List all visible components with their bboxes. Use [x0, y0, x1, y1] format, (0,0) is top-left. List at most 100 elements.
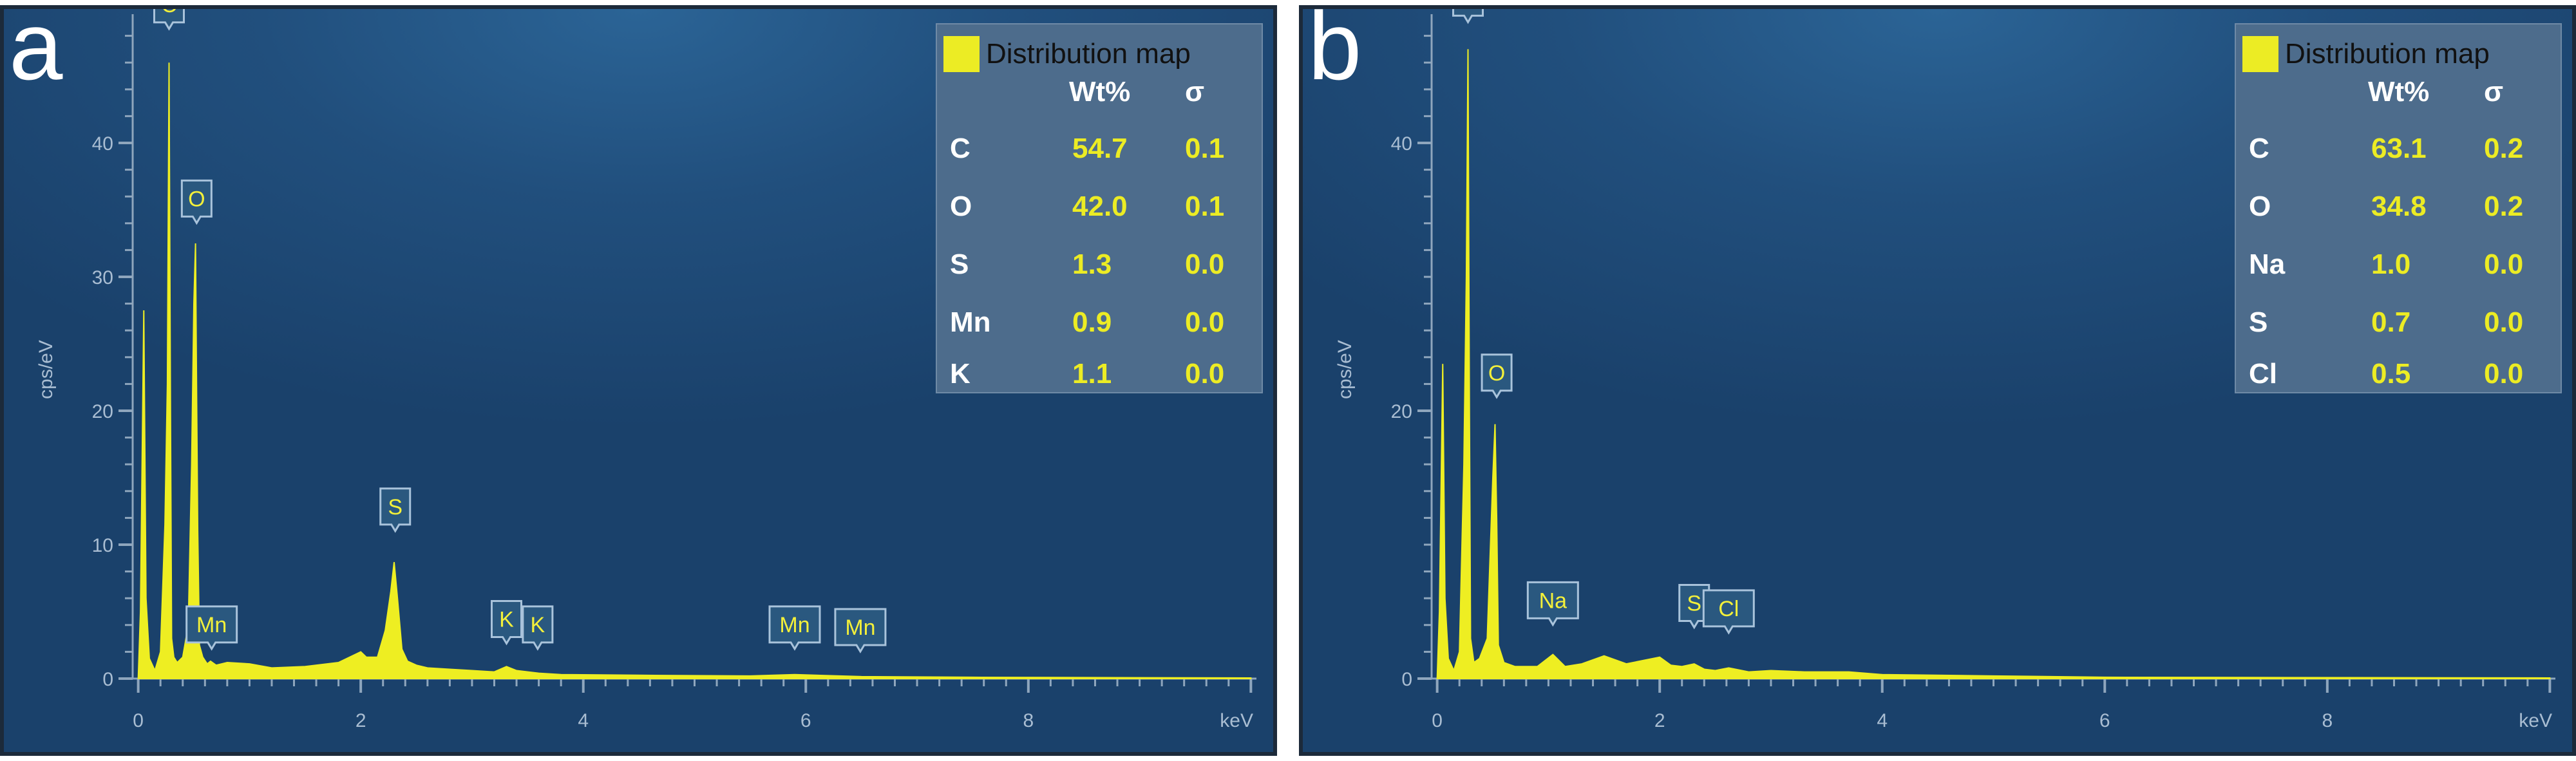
legend-sigma-value: 0.1	[1185, 191, 1225, 222]
peak-label: Mn	[834, 608, 887, 653]
x-tick-label: 4	[1877, 710, 1888, 731]
x-axis-label: keV	[1220, 710, 1253, 731]
peak-label-text: Na	[1539, 588, 1567, 613]
peak-label-text: K	[499, 608, 514, 632]
peak-label-text: S	[1687, 592, 1701, 616]
x-tick-label: 2	[1654, 710, 1665, 731]
legend-element: C	[950, 133, 971, 164]
x-tick-label: 6	[2099, 710, 2110, 731]
legend-title: Distribution map	[986, 38, 1191, 70]
legend-header: Distribution map	[2242, 36, 2490, 72]
legend-element: C	[2249, 133, 2269, 164]
column-header-wt: Wt%	[1069, 76, 1131, 108]
legend-element: S	[950, 249, 969, 280]
legend-table: Distribution map Wt% σ C 63.1 0.2 O 34.8…	[2235, 23, 2562, 393]
spectrum-series	[1436, 49, 2551, 679]
legend-title: Distribution map	[2285, 38, 2490, 70]
peak-label: Cl	[1702, 589, 1755, 635]
legend-wt-value: 34.8	[2371, 191, 2427, 222]
legend-sigma-value: 0.0	[2484, 358, 2524, 390]
x-axis-label: keV	[2519, 710, 2552, 731]
y-tick-label: 0	[1401, 669, 1412, 690]
peak-label: O	[1481, 353, 1513, 399]
legend-wt-value: 42.0	[1072, 191, 1128, 222]
legend-swatch	[943, 36, 980, 72]
peak-label-box	[185, 605, 238, 651]
x-tick-label: 6	[800, 710, 811, 731]
legend-sigma-value: 0.1	[1185, 133, 1225, 164]
legend-wt-value: 1.1	[1072, 358, 1112, 390]
legend-header: Distribution map	[943, 36, 1191, 72]
x-tick-label: 0	[1432, 710, 1443, 731]
peak-label-box	[379, 487, 412, 533]
y-tick-label: 0	[102, 669, 113, 690]
legend-sigma-value: 0.0	[2484, 249, 2524, 280]
peak-label: S	[379, 487, 412, 533]
y-tick-label: 30	[92, 267, 113, 288]
column-header-wt: Wt%	[2368, 76, 2430, 108]
peak-label: Mn	[185, 605, 238, 651]
spectrum-series	[137, 62, 1252, 679]
peak-label-box	[153, 9, 185, 31]
peak-label-text: C	[161, 9, 177, 17]
legend-sigma-value: 0.2	[2484, 133, 2524, 164]
peak-label-text: Mn	[196, 613, 227, 637]
x-tick-label: 4	[578, 710, 589, 731]
peak-label-box	[768, 605, 821, 651]
legend-wt-value: 1.3	[1072, 249, 1112, 280]
y-tick-label: 40	[92, 133, 113, 155]
panel-label: a	[9, 5, 63, 100]
peak-label: Mn	[768, 605, 821, 651]
legend-table: Distribution map Wt% σ C 54.7 0.1 O 42.0…	[936, 23, 1263, 393]
x-tick-label: 2	[355, 710, 366, 731]
y-tick-label: 10	[92, 535, 113, 556]
legend-wt-value: 0.5	[2371, 358, 2411, 390]
peak-label: C	[1452, 9, 1484, 24]
legend-wt-value: 0.7	[2371, 306, 2411, 338]
legend-element: Na	[2249, 249, 2286, 280]
peak-label-box	[834, 608, 887, 653]
peak-label-text: S	[388, 495, 402, 520]
peak-label: K	[491, 600, 523, 646]
legend-element: S	[2249, 306, 2268, 338]
peak-label-text: Mn	[845, 615, 875, 640]
column-header-sigma: σ	[1185, 76, 1205, 108]
x-tick-label: 8	[1023, 710, 1034, 731]
legend-wt-value: 0.9	[1072, 306, 1112, 338]
peak-label-text: C	[1460, 9, 1476, 10]
y-tick-label: 40	[1391, 133, 1412, 155]
y-axis-label: cps/eV	[1334, 340, 1356, 399]
legend-wt-value: 1.0	[2371, 249, 2411, 280]
legend-swatch	[2242, 36, 2278, 72]
legend-sigma-value: 0.0	[1185, 358, 1225, 390]
peak-label-text: Mn	[779, 613, 810, 637]
x-tick-label: 8	[2322, 710, 2333, 731]
y-tick-label: 20	[92, 401, 113, 422]
panel-label: b	[1308, 5, 1362, 100]
peak-label-text: O	[1488, 361, 1505, 386]
legend-sigma-value: 0.2	[2484, 191, 2524, 222]
legend-element: O	[2249, 191, 2271, 222]
legend-element: O	[950, 191, 972, 222]
peak-label-box	[1481, 353, 1513, 399]
peak-label-box	[1702, 589, 1755, 635]
peak-label: O	[180, 179, 213, 225]
y-tick-label: 20	[1391, 401, 1412, 422]
peak-label: K	[522, 605, 554, 651]
legend-element: Cl	[2249, 358, 2277, 390]
peak-label: Na	[1526, 581, 1579, 627]
legend-wt-value: 63.1	[2371, 133, 2427, 164]
peak-label: C	[153, 9, 185, 31]
peak-label-box	[491, 600, 523, 646]
legend-sigma-value: 0.0	[1185, 306, 1225, 338]
legend-wt-value: 54.7	[1072, 133, 1128, 164]
peak-label-box	[1452, 9, 1484, 24]
legend-sigma-value: 0.0	[2484, 306, 2524, 338]
peak-label-text: O	[188, 187, 205, 211]
legend-sigma-value: 0.0	[1185, 249, 1225, 280]
peak-label-box	[1526, 581, 1579, 627]
